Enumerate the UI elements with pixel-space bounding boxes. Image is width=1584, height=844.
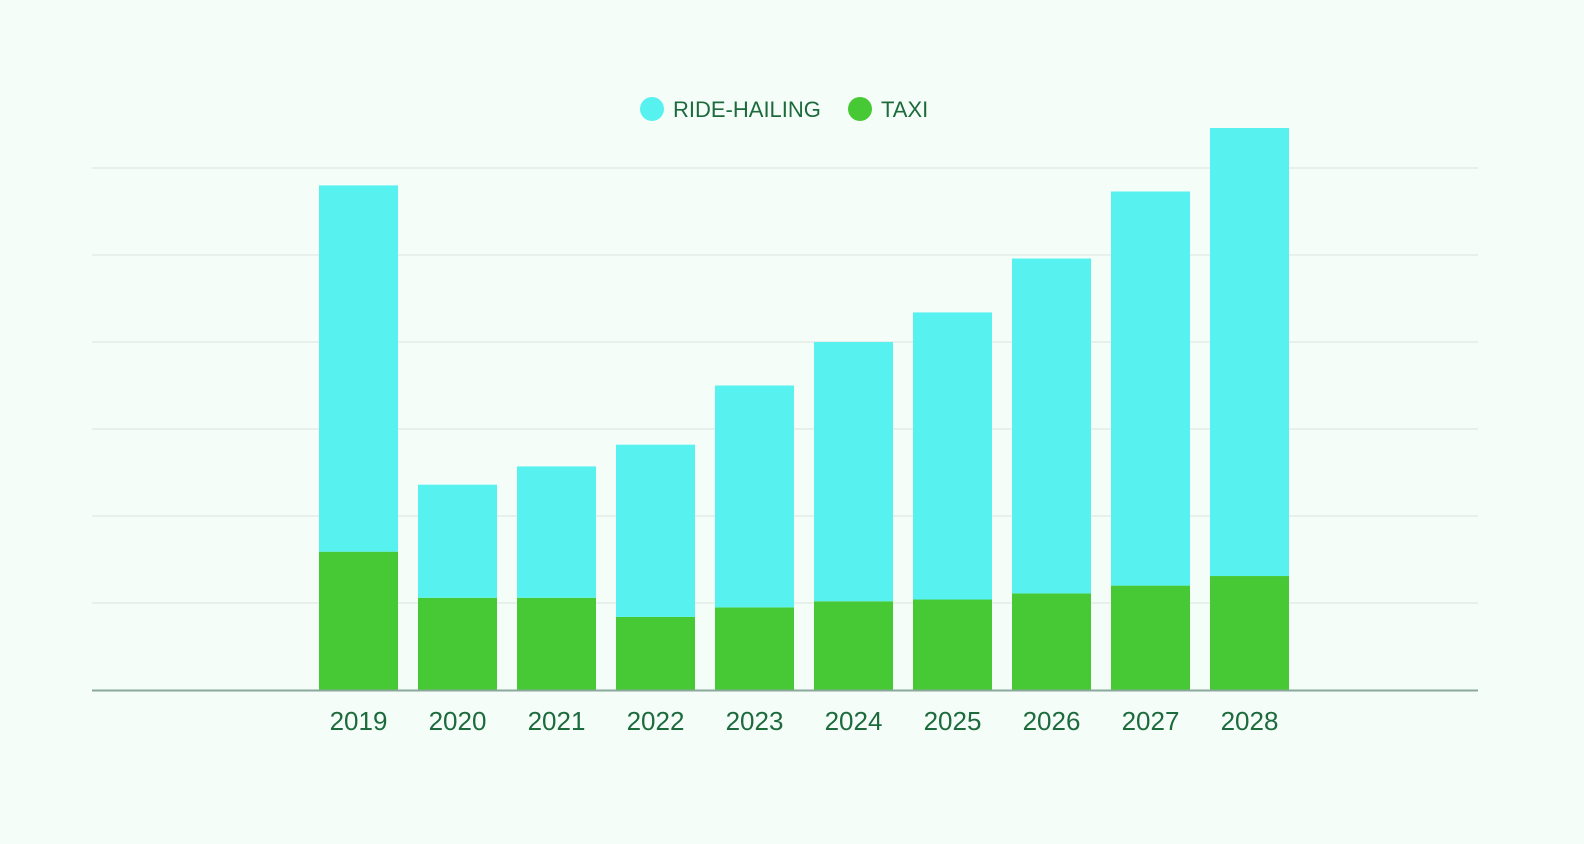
bar-ride-hailing-2021 xyxy=(517,466,596,598)
legend-label-taxi: TAXI xyxy=(881,97,928,122)
x-tick-label-2026: 2026 xyxy=(1023,706,1081,736)
x-tick-labels: 2019 2020 2021 2022 2023 2024 2025 2026 2027 2028 xyxy=(330,706,1279,736)
x-tick-label-2021: 2021 xyxy=(528,706,586,736)
bar-taxi-2025 xyxy=(913,599,992,690)
bar-ride-hailing-2022 xyxy=(616,444,695,617)
bar-ride-hailing-2019 xyxy=(319,185,398,552)
bar-taxi-2024 xyxy=(814,601,893,690)
bar-taxi-2026 xyxy=(1012,593,1091,690)
x-tick-label-2027: 2027 xyxy=(1122,706,1180,736)
bar-ride-hailing-2024 xyxy=(814,342,893,602)
bars xyxy=(319,127,1289,690)
legend-swatch-taxi xyxy=(848,97,872,121)
bar-taxi-2027 xyxy=(1111,585,1190,690)
x-tick-label-2019: 2019 xyxy=(330,706,388,736)
bar-ride-hailing-2020 xyxy=(418,484,497,598)
legend-label-ride-hailing: RIDE-HAILING xyxy=(673,97,821,122)
bar-taxi-2021 xyxy=(517,597,596,690)
x-tick-label-2028: 2028 xyxy=(1221,706,1279,736)
bar-taxi-2023 xyxy=(715,607,794,690)
bar-ride-hailing-2027 xyxy=(1111,191,1190,586)
x-tick-label-2020: 2020 xyxy=(429,706,487,736)
bar-taxi-2028 xyxy=(1210,576,1289,690)
bar-taxi-2022 xyxy=(616,616,695,690)
x-tick-label-2025: 2025 xyxy=(924,706,982,736)
x-tick-label-2022: 2022 xyxy=(627,706,685,736)
bar-ride-hailing-2028 xyxy=(1210,127,1289,577)
legend-swatch-ride-hailing xyxy=(640,97,664,121)
legend: RIDE-HAILING TAXI xyxy=(640,97,928,122)
bar-taxi-2020 xyxy=(418,597,497,690)
bar-taxi-2019 xyxy=(319,551,398,690)
x-tick-label-2024: 2024 xyxy=(825,706,883,736)
x-tick-label-2023: 2023 xyxy=(726,706,784,736)
bar-ride-hailing-2026 xyxy=(1012,258,1091,594)
bar-ride-hailing-2023 xyxy=(715,385,794,608)
bar-ride-hailing-2025 xyxy=(913,312,992,600)
